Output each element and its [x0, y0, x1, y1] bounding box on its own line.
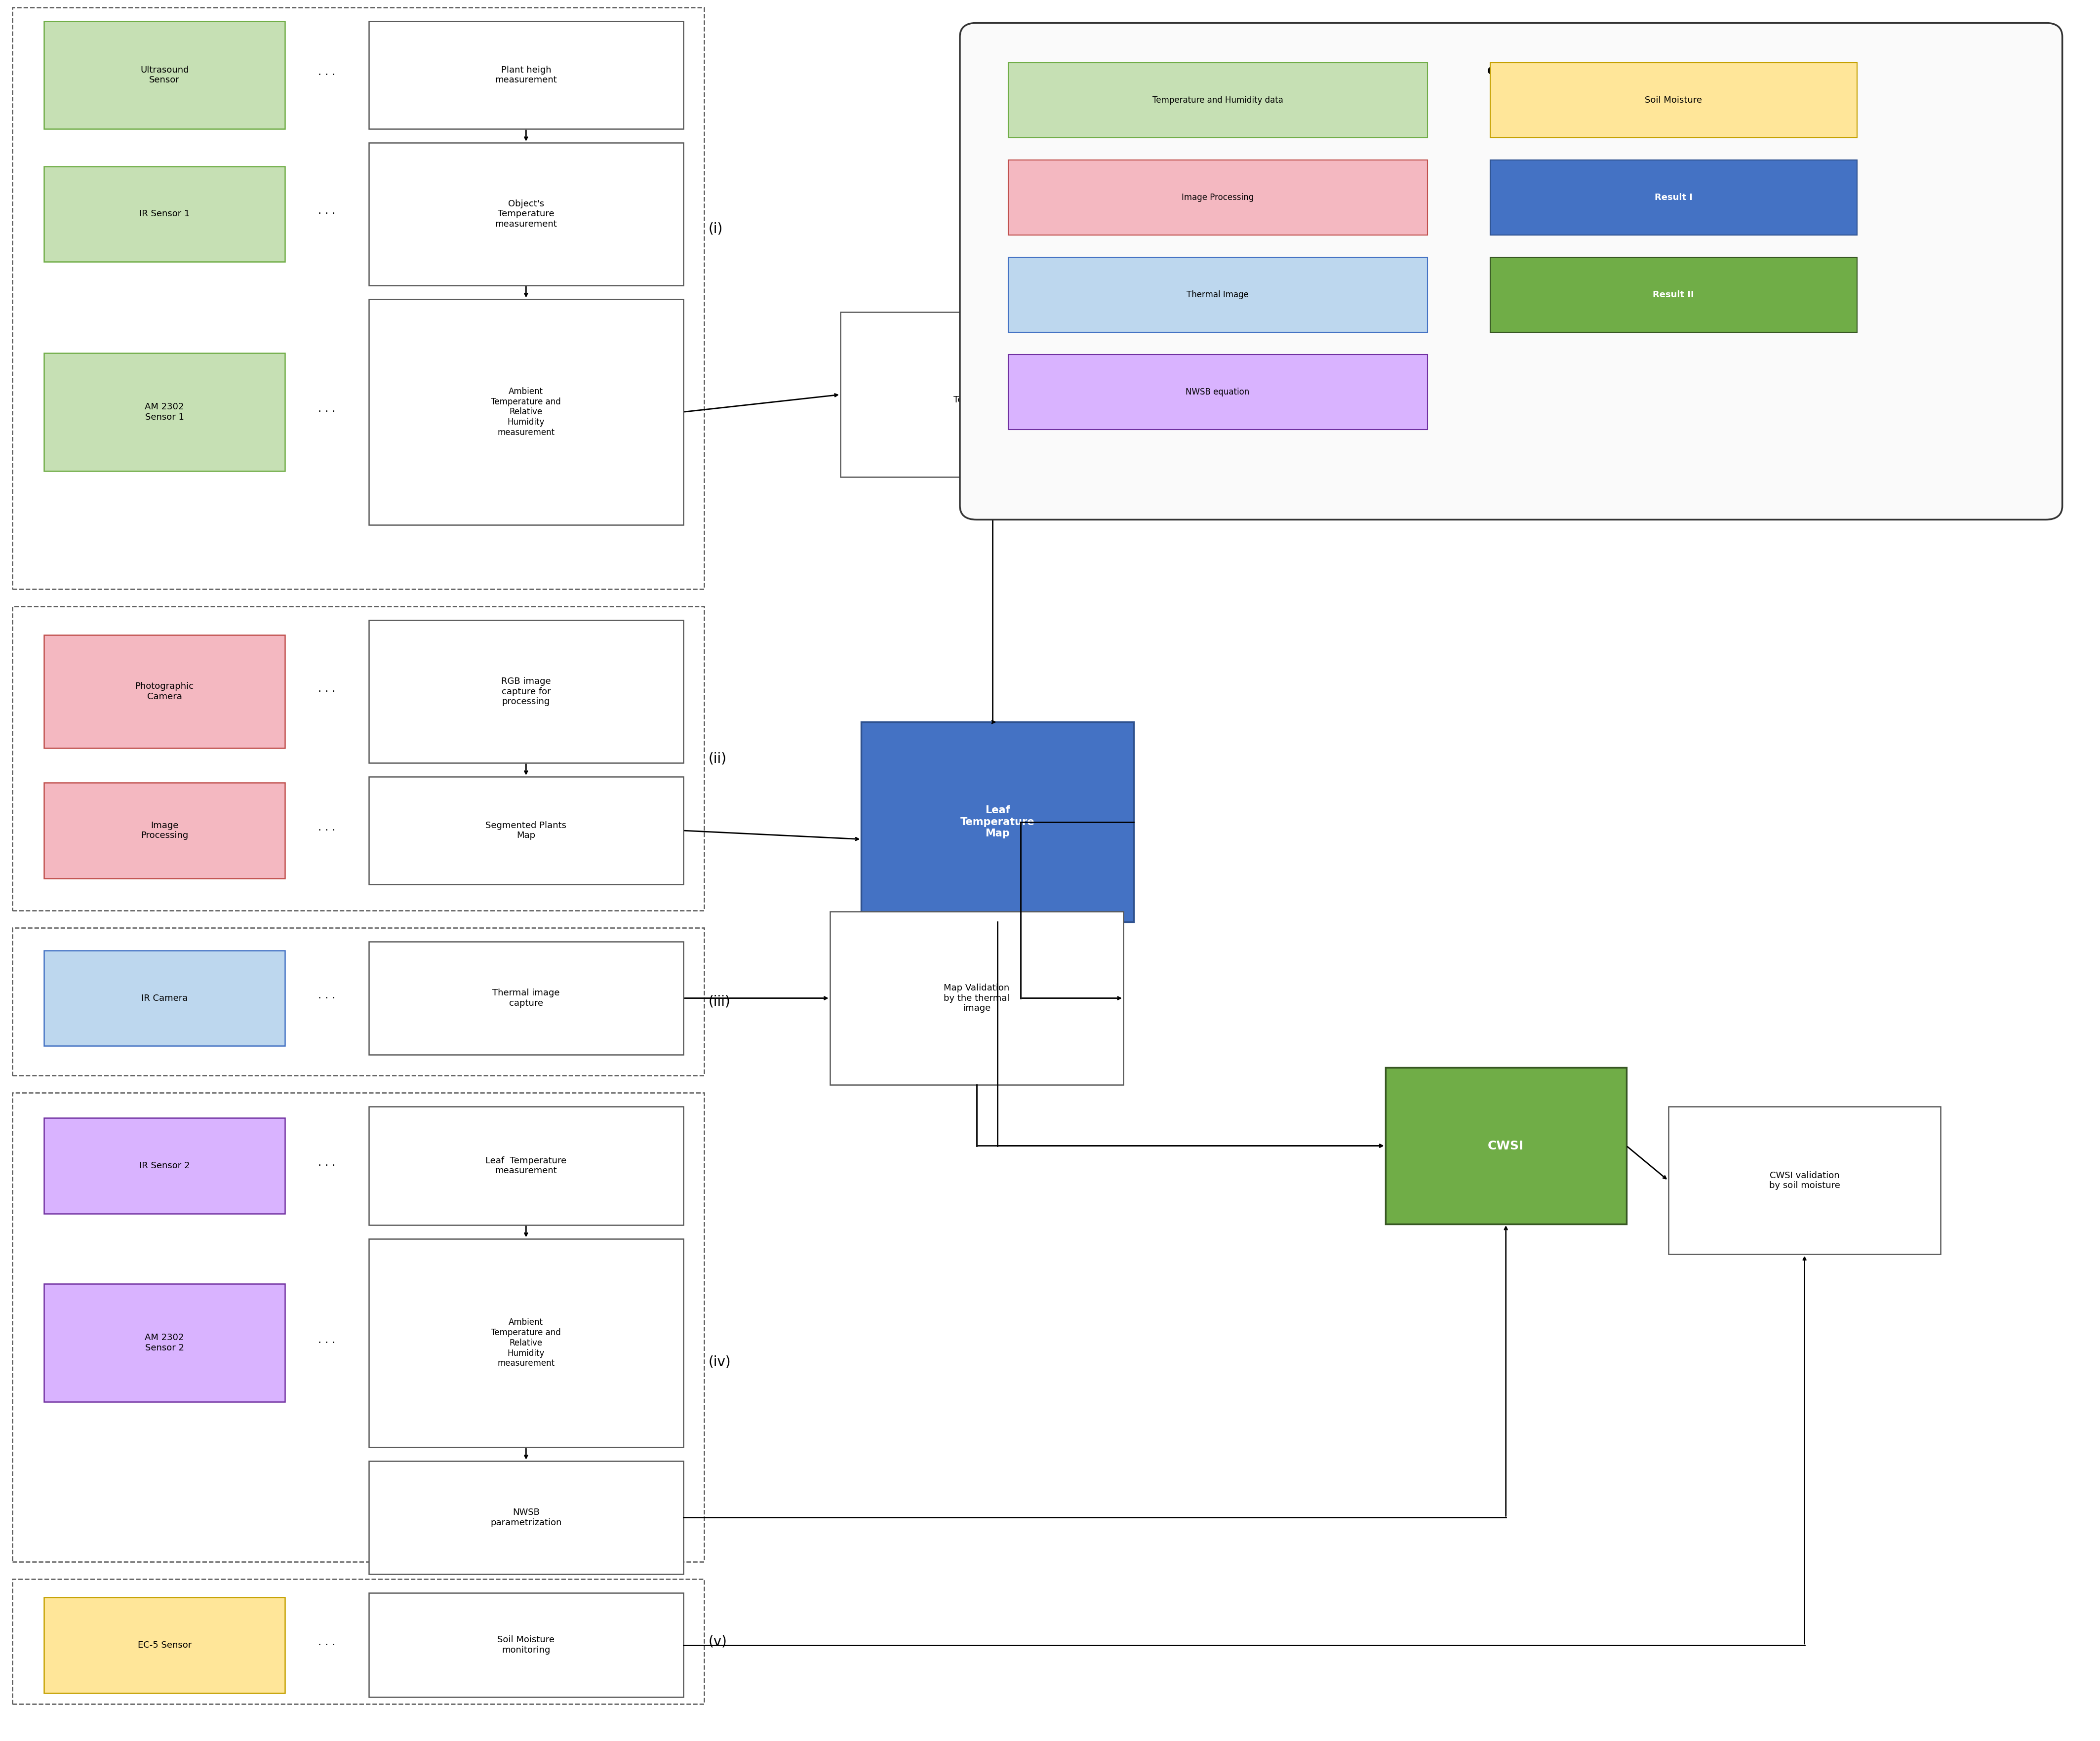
Text: Thermal Image: Thermal Image	[1186, 291, 1250, 299]
Text: Result II: Result II	[1653, 291, 1695, 299]
Text: (ii): (ii)	[708, 752, 727, 766]
Text: Soil Moisture: Soil Moisture	[1644, 96, 1703, 104]
Text: · · ·: · · ·	[319, 1161, 336, 1170]
Text: (v): (v)	[708, 1635, 727, 1649]
FancyBboxPatch shape	[44, 1283, 286, 1402]
FancyBboxPatch shape	[370, 620, 682, 763]
Text: NWSB equation: NWSB equation	[1186, 388, 1250, 397]
Text: · · ·: · · ·	[319, 686, 336, 696]
Text: CWSI: CWSI	[1487, 1140, 1525, 1153]
FancyBboxPatch shape	[44, 1118, 286, 1213]
FancyBboxPatch shape	[44, 635, 286, 749]
Text: (i): (i)	[708, 221, 722, 235]
Text: EC-5 Sensor: EC-5 Sensor	[136, 1640, 191, 1649]
Text: Photographic
Camera: Photographic Camera	[134, 682, 193, 702]
FancyBboxPatch shape	[370, 942, 682, 1055]
Text: Result I: Result I	[1655, 193, 1693, 202]
Text: Leaf
Temperature
Map: Leaf Temperature Map	[960, 806, 1035, 837]
Text: · · ·: · · ·	[319, 1339, 336, 1348]
FancyBboxPatch shape	[1667, 1107, 1940, 1254]
Text: Ultrasound
Sensor: Ultrasound Sensor	[141, 66, 189, 85]
FancyBboxPatch shape	[1008, 160, 1428, 235]
FancyBboxPatch shape	[1008, 258, 1428, 333]
FancyBboxPatch shape	[370, 776, 682, 884]
Text: Soil and Plants
Temperature Map: Soil and Plants Temperature Map	[953, 385, 1031, 404]
Text: Plant heigh
measurement: Plant heigh measurement	[496, 66, 556, 85]
Text: · · ·: · · ·	[319, 992, 336, 1003]
Text: · · ·: · · ·	[319, 407, 336, 416]
FancyBboxPatch shape	[44, 353, 286, 472]
Text: Temperature and Humidity data: Temperature and Humidity data	[1153, 96, 1283, 104]
Text: · · ·: · · ·	[319, 825, 336, 836]
Text: (iii): (iii)	[708, 994, 731, 1008]
FancyBboxPatch shape	[1491, 63, 1856, 138]
Text: AM 2302
Sensor 1: AM 2302 Sensor 1	[145, 402, 185, 421]
FancyBboxPatch shape	[370, 1593, 682, 1697]
Text: RGB image
capture for
processing: RGB image capture for processing	[502, 677, 550, 707]
Text: IR Camera: IR Camera	[141, 994, 187, 1003]
Text: Segmented Plants
Map: Segmented Plants Map	[485, 822, 567, 841]
Text: · · ·: · · ·	[319, 209, 336, 219]
Text: Thermal image
capture: Thermal image capture	[491, 989, 561, 1008]
Text: Leaf  Temperature
measurement: Leaf Temperature measurement	[485, 1156, 567, 1175]
Text: Soil Moisture
monitoring: Soil Moisture monitoring	[498, 1635, 554, 1654]
FancyBboxPatch shape	[1491, 160, 1856, 235]
FancyBboxPatch shape	[370, 1238, 682, 1447]
FancyBboxPatch shape	[1008, 355, 1428, 430]
Text: Object's
Temperature
measurement: Object's Temperature measurement	[496, 198, 556, 228]
FancyBboxPatch shape	[44, 951, 286, 1046]
Text: Image
Processing: Image Processing	[141, 822, 189, 841]
Text: · · ·: · · ·	[319, 70, 336, 80]
Text: Caption: Caption	[1487, 66, 1535, 77]
FancyBboxPatch shape	[370, 1461, 682, 1574]
Text: IR Sensor 1: IR Sensor 1	[139, 209, 189, 218]
Text: Image Processing: Image Processing	[1182, 193, 1254, 202]
Text: Ambient
Temperature and
Relative
Humidity
measurement: Ambient Temperature and Relative Humidit…	[491, 387, 561, 437]
FancyBboxPatch shape	[370, 299, 682, 524]
FancyBboxPatch shape	[830, 911, 1124, 1085]
Text: Ambient
Temperature and
Relative
Humidity
measurement: Ambient Temperature and Relative Humidit…	[491, 1318, 561, 1368]
FancyBboxPatch shape	[861, 723, 1134, 921]
Text: NWSB
parametrization: NWSB parametrization	[491, 1508, 561, 1527]
FancyBboxPatch shape	[960, 23, 2062, 519]
Text: AM 2302
Sensor 2: AM 2302 Sensor 2	[145, 1334, 185, 1353]
FancyBboxPatch shape	[44, 21, 286, 129]
Text: · · ·: · · ·	[319, 1640, 336, 1650]
FancyBboxPatch shape	[840, 312, 1145, 477]
FancyBboxPatch shape	[370, 143, 682, 286]
FancyBboxPatch shape	[44, 1598, 286, 1692]
FancyBboxPatch shape	[1008, 63, 1428, 138]
FancyBboxPatch shape	[1386, 1067, 1625, 1224]
FancyBboxPatch shape	[370, 1107, 682, 1226]
FancyBboxPatch shape	[370, 21, 682, 129]
Text: (iv): (iv)	[708, 1354, 731, 1368]
Text: CWSI validation
by soil moisture: CWSI validation by soil moisture	[1768, 1172, 1840, 1191]
FancyBboxPatch shape	[44, 783, 286, 877]
Text: IR Sensor 2: IR Sensor 2	[139, 1161, 189, 1170]
FancyBboxPatch shape	[1491, 258, 1856, 333]
Text: Map Validation
by the thermal
image: Map Validation by the thermal image	[943, 984, 1010, 1013]
FancyBboxPatch shape	[44, 165, 286, 261]
